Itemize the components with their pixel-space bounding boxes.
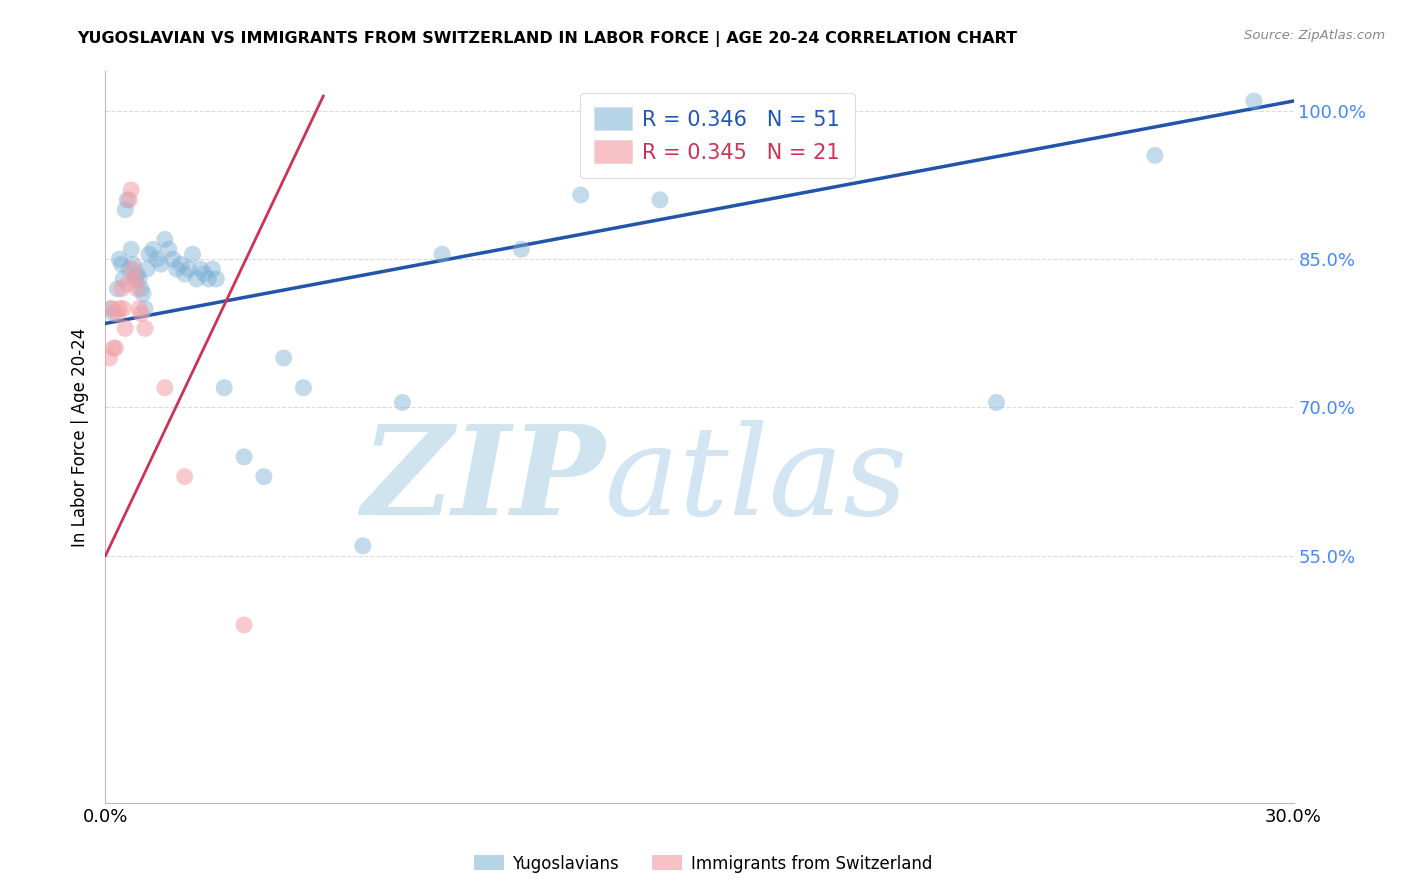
Point — [100, 301, 122, 316]
Point — [108, 301, 131, 316]
Point — [104, 341, 127, 355]
Point — [129, 282, 152, 296]
Point — [1143, 148, 1166, 162]
Point — [166, 262, 188, 277]
Point — [100, 301, 122, 316]
Point — [129, 306, 152, 320]
Point — [173, 469, 195, 483]
Point — [648, 193, 671, 207]
Point — [115, 193, 138, 207]
Point — [110, 257, 132, 271]
Point — [114, 321, 136, 335]
Point — [214, 381, 236, 395]
Point — [205, 272, 228, 286]
Legend: R = 0.346   N = 51, R = 0.345   N = 21: R = 0.346 N = 51, R = 0.345 N = 21 — [579, 93, 855, 178]
Point — [124, 272, 146, 286]
Point — [122, 257, 145, 271]
Text: YUGOSLAVIAN VS IMMIGRANTS FROM SWITZERLAND IN LABOR FORCE | AGE 20-24 CORRELATIO: YUGOSLAVIAN VS IMMIGRANTS FROM SWITZERLA… — [77, 31, 1018, 47]
Point — [127, 282, 149, 296]
Point — [153, 381, 176, 395]
Point — [193, 267, 215, 281]
Point — [118, 262, 141, 277]
Point — [120, 183, 142, 197]
Point — [118, 193, 141, 207]
Point — [181, 247, 204, 261]
Text: ZIP: ZIP — [361, 420, 605, 541]
Point — [134, 321, 156, 335]
Point — [136, 262, 159, 277]
Point — [186, 272, 208, 286]
Point — [162, 252, 184, 267]
Text: atlas: atlas — [605, 420, 908, 541]
Point — [108, 252, 131, 267]
Point — [127, 267, 149, 281]
Point — [197, 272, 219, 286]
Point — [157, 242, 180, 256]
Point — [253, 469, 276, 483]
Point — [190, 262, 212, 277]
Point — [142, 242, 165, 256]
Point — [114, 202, 136, 217]
Point — [128, 301, 150, 316]
Point — [430, 247, 453, 261]
Point — [173, 267, 195, 281]
Point — [103, 306, 125, 320]
Point — [138, 247, 160, 261]
Point — [170, 257, 193, 271]
Point — [292, 381, 315, 395]
Point — [105, 306, 128, 320]
Point — [153, 232, 176, 246]
Point — [391, 395, 413, 409]
Point — [122, 262, 145, 277]
Point — [146, 252, 169, 267]
Point — [98, 351, 121, 365]
Point — [986, 395, 1008, 409]
Point — [103, 341, 125, 355]
Point — [149, 257, 172, 271]
Point — [128, 272, 150, 286]
Point — [115, 277, 138, 291]
Point — [352, 539, 374, 553]
Point — [110, 282, 132, 296]
Point — [132, 286, 155, 301]
Point — [233, 618, 256, 632]
Point — [177, 262, 200, 277]
Point — [134, 301, 156, 316]
Point — [233, 450, 256, 464]
Point — [112, 272, 135, 286]
Point — [273, 351, 295, 365]
Point — [1243, 94, 1265, 108]
Point — [510, 242, 533, 256]
Point — [124, 272, 146, 286]
Point — [569, 188, 592, 202]
Text: Source: ZipAtlas.com: Source: ZipAtlas.com — [1244, 29, 1385, 42]
Point — [105, 282, 128, 296]
Point — [748, 148, 770, 162]
Point — [112, 301, 135, 316]
Point — [120, 242, 142, 256]
Point — [201, 262, 224, 277]
Legend: Yugoslavians, Immigrants from Switzerland: Yugoslavians, Immigrants from Switzerlan… — [467, 848, 939, 880]
Y-axis label: In Labor Force | Age 20-24: In Labor Force | Age 20-24 — [72, 327, 90, 547]
